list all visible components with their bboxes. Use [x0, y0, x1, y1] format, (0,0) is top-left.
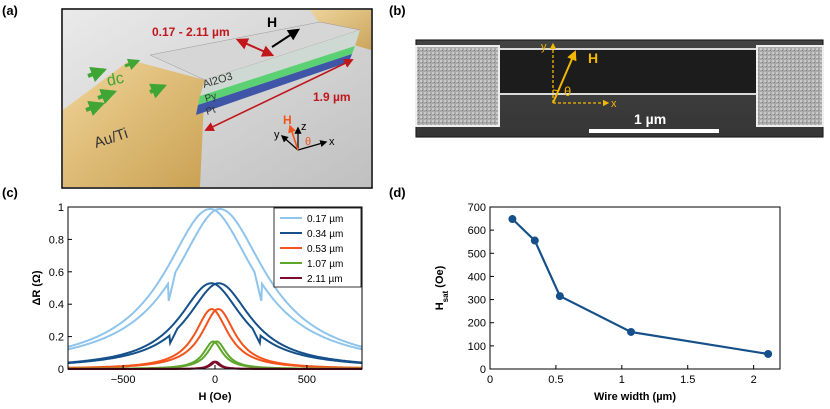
panel-d-label: (d) — [389, 185, 406, 200]
data-point-hsat — [508, 215, 517, 224]
series-line-hsat — [511, 218, 769, 356]
legend-label-2: 0.34 µm — [307, 229, 343, 240]
series-line-4-up — [68, 340, 362, 370]
legend-label-5: 2.11 µm — [307, 274, 343, 285]
y-tick-label-d: 0 — [480, 364, 486, 376]
x-tick-label-d: 1.5 — [680, 374, 695, 386]
length-arrow — [204, 58, 354, 132]
dc-label: dc — [105, 70, 125, 90]
data-point-hsat — [555, 292, 564, 301]
y-axis-label-unit: (Oe) — [434, 265, 446, 290]
y-axis-label-subscript: sat — [441, 290, 450, 302]
dc-arrow — [97, 89, 117, 104]
sem-y-label: y — [541, 41, 547, 53]
contact-pad-left — [63, 60, 205, 187]
y-axis-label-c: ΔR (Ω) — [31, 270, 43, 305]
dc-arrow — [149, 83, 167, 99]
y-tick-label-d: 500 — [468, 248, 486, 260]
x-tick-label-c: −500 — [111, 374, 136, 386]
theta-label: θ — [305, 136, 311, 148]
y-tick-label-d: 300 — [468, 295, 486, 307]
width-label: 0.17 - 2.11 µm — [152, 25, 230, 39]
y-tick-label-c: 0.2 — [49, 332, 64, 344]
data-point-hsat — [627, 327, 636, 336]
width-arrow — [235, 38, 275, 57]
y-tick-label-c: 0 — [58, 364, 64, 376]
sem-x-label: x — [611, 98, 617, 110]
y-axis-label: y — [274, 129, 280, 141]
sem-theta-arc — [552, 89, 559, 92]
z-axis-label: z — [301, 121, 307, 133]
x-axis-label-d: Wire width (µm) — [594, 391, 676, 403]
y-tick-label-d: 700 — [468, 202, 486, 214]
data-point-hsat — [764, 349, 773, 358]
series-line-2-down — [68, 282, 363, 365]
y-tick-label-c: 0.4 — [49, 299, 64, 311]
sem-contact-right — [756, 45, 824, 127]
legend-label-4: 1.07 µm — [307, 259, 343, 270]
y-axis-label-main: H — [434, 302, 446, 310]
y-axis-label-d: Hsat (Oe) — [434, 265, 450, 310]
data-point-hsat — [530, 236, 539, 245]
chart-d: 0 0.5 1 1.5 2 0 100 200 300 400 500 600 700 Wire widt… — [434, 202, 781, 403]
x-tick-label-d: 0.5 — [548, 374, 563, 386]
series-line-4-down — [68, 340, 362, 370]
x-tick-label-d: 1 — [619, 374, 625, 386]
y-tick-label-c: 0.6 — [49, 267, 64, 279]
y-tick-label-d: 100 — [468, 341, 486, 353]
y-tick-label-d: 600 — [468, 225, 486, 237]
panel-b-label: (b) — [389, 3, 406, 18]
sem-h-label: H — [588, 50, 598, 66]
scale-bar-label: 1 µm — [634, 111, 666, 127]
series-line-2-up — [67, 282, 362, 365]
x-tick-label-c: 0 — [212, 374, 218, 386]
device-illustration: dc Au/Ti Al2O3 Py Pt 0.17 - 2.11 µm H 1.… — [61, 8, 373, 189]
dc-arrow — [85, 101, 105, 116]
h-vector-label: H — [283, 113, 292, 127]
field-label: H — [267, 14, 277, 30]
dc-arrow — [124, 58, 141, 71]
x-axis — [297, 140, 328, 151]
y-tick-label-c: 1 — [58, 202, 64, 214]
panel-a-label: (a) — [2, 3, 18, 18]
y-tick-label-d: 400 — [468, 271, 486, 283]
coordinate-axes: z x y H θ — [274, 113, 335, 151]
chart-c: −500 0 500 0 0.2 0.4 0.6 0.8 1 H (Oe) ΔR (Ω) 0.17 µ… — [31, 202, 363, 403]
dc-arrow — [87, 67, 107, 82]
scale-bar — [589, 129, 719, 133]
x-tick-label-d: 0 — [487, 374, 493, 386]
sem-image: y x H θ 1 µm — [415, 39, 824, 138]
plot-frame-d — [489, 206, 781, 370]
legend-label-3: 0.53 µm — [307, 244, 343, 255]
y-axis — [280, 135, 299, 151]
y-tick-label-d: 200 — [468, 318, 486, 330]
nanowire — [499, 49, 757, 94]
series-line-1-down — [67, 208, 363, 351]
h-vector — [288, 124, 299, 151]
x-axis-label-c: H (Oe) — [199, 391, 232, 403]
sem-h-vector — [552, 50, 577, 104]
x-axis-label: x — [329, 136, 335, 148]
legend-label-1: 0.17 µm — [307, 214, 343, 225]
series-line-3-down — [68, 308, 362, 369]
sem-theta-label: θ — [564, 84, 571, 99]
field-arrow — [271, 28, 301, 48]
length-label: 1.9 µm — [313, 90, 351, 104]
sem-contact-left — [415, 45, 500, 127]
x-tick-label-c: 500 — [298, 374, 316, 386]
x-tick-label-d: 2 — [751, 374, 757, 386]
panel-c-label: (c) — [2, 185, 18, 200]
y-tick-label-c: 0.8 — [49, 234, 64, 246]
